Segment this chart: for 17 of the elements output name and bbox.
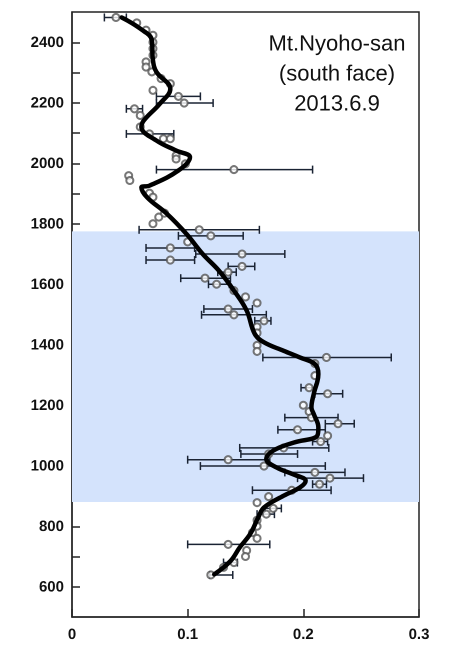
annotation: (south face): [278, 60, 396, 86]
y-tick-label: 1800: [30, 215, 64, 232]
x-tick-label: 0.2: [292, 626, 314, 643]
y-tick-label: 1200: [30, 396, 64, 414]
annotation: 2013.6.9: [294, 90, 380, 116]
y-tick-label: 600: [38, 578, 64, 596]
y-tick-label: 2200: [30, 94, 64, 112]
annotation: Mt.Nyoho-san: [268, 30, 406, 56]
y-tick-label: 1400: [30, 336, 64, 354]
y-tick-label: 1000: [30, 457, 64, 474]
y-tick-label: 800: [38, 518, 64, 535]
y-tick-label: 2400: [30, 34, 64, 51]
y-tick-label: 1600: [30, 276, 64, 293]
x-tick-label: 0: [68, 626, 76, 643]
x-tick-label: 0.1: [177, 626, 198, 643]
x-tick-label: 0.3: [408, 626, 430, 643]
y-tick-label: 2000: [30, 154, 64, 172]
